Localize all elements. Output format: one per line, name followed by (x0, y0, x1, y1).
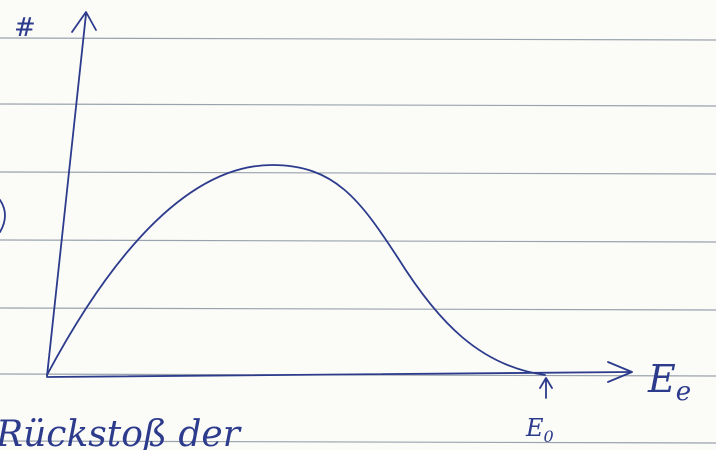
endpoint-label-sub: 0 (544, 427, 554, 446)
ruled-line (0, 172, 716, 174)
y-axis-label: # (14, 13, 36, 43)
x-axis-label: Ee (647, 357, 691, 407)
endpoint-label-main: E (525, 414, 544, 442)
spectrum-curve (47, 165, 545, 375)
sketch: # Ee E0 Rückstoß der (0, 0, 716, 450)
ruled-line (0, 104, 716, 106)
ruled-line (0, 308, 716, 310)
endpoint-arrow (540, 378, 552, 398)
margin-mark (0, 200, 5, 232)
x-axis-label-sub: e (676, 377, 691, 407)
x-axis-label-main: E (647, 357, 676, 401)
y-axis (47, 14, 86, 376)
endpoint-label: E0 (525, 414, 554, 446)
ruled-line (0, 38, 716, 40)
bottom-note: Rückstoß der (0, 414, 242, 450)
ruled-line (0, 240, 716, 242)
